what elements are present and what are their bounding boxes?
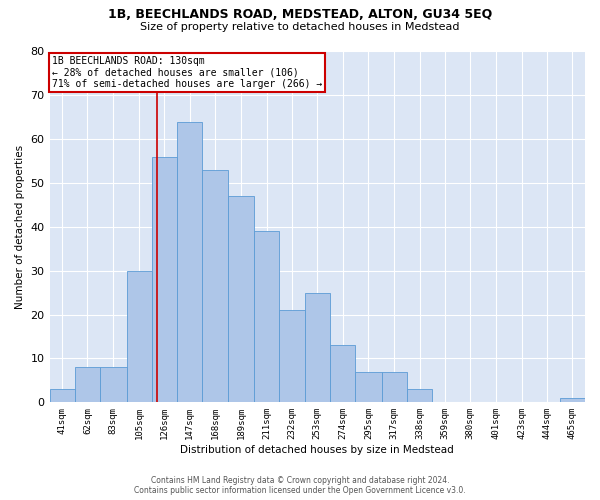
Bar bbox=[280, 310, 305, 402]
Bar bbox=[75, 367, 100, 402]
Bar bbox=[407, 389, 432, 402]
Bar bbox=[382, 372, 407, 402]
Bar bbox=[177, 122, 202, 402]
Bar bbox=[330, 346, 355, 403]
Bar bbox=[254, 232, 280, 402]
Bar bbox=[50, 389, 75, 402]
Bar bbox=[127, 271, 152, 402]
Text: Size of property relative to detached houses in Medstead: Size of property relative to detached ho… bbox=[140, 22, 460, 32]
Bar bbox=[305, 292, 330, 403]
Bar bbox=[227, 196, 254, 402]
X-axis label: Distribution of detached houses by size in Medstead: Distribution of detached houses by size … bbox=[181, 445, 454, 455]
Bar bbox=[560, 398, 585, 402]
Bar bbox=[152, 157, 177, 402]
Text: 1B, BEECHLANDS ROAD, MEDSTEAD, ALTON, GU34 5EQ: 1B, BEECHLANDS ROAD, MEDSTEAD, ALTON, GU… bbox=[108, 8, 492, 20]
Text: Contains HM Land Registry data © Crown copyright and database right 2024.
Contai: Contains HM Land Registry data © Crown c… bbox=[134, 476, 466, 495]
Y-axis label: Number of detached properties: Number of detached properties bbox=[15, 145, 25, 309]
Bar bbox=[100, 367, 127, 402]
Text: 1B BEECHLANDS ROAD: 130sqm
← 28% of detached houses are smaller (106)
71% of sem: 1B BEECHLANDS ROAD: 130sqm ← 28% of deta… bbox=[52, 56, 322, 89]
Bar bbox=[355, 372, 382, 402]
Bar bbox=[202, 170, 227, 402]
